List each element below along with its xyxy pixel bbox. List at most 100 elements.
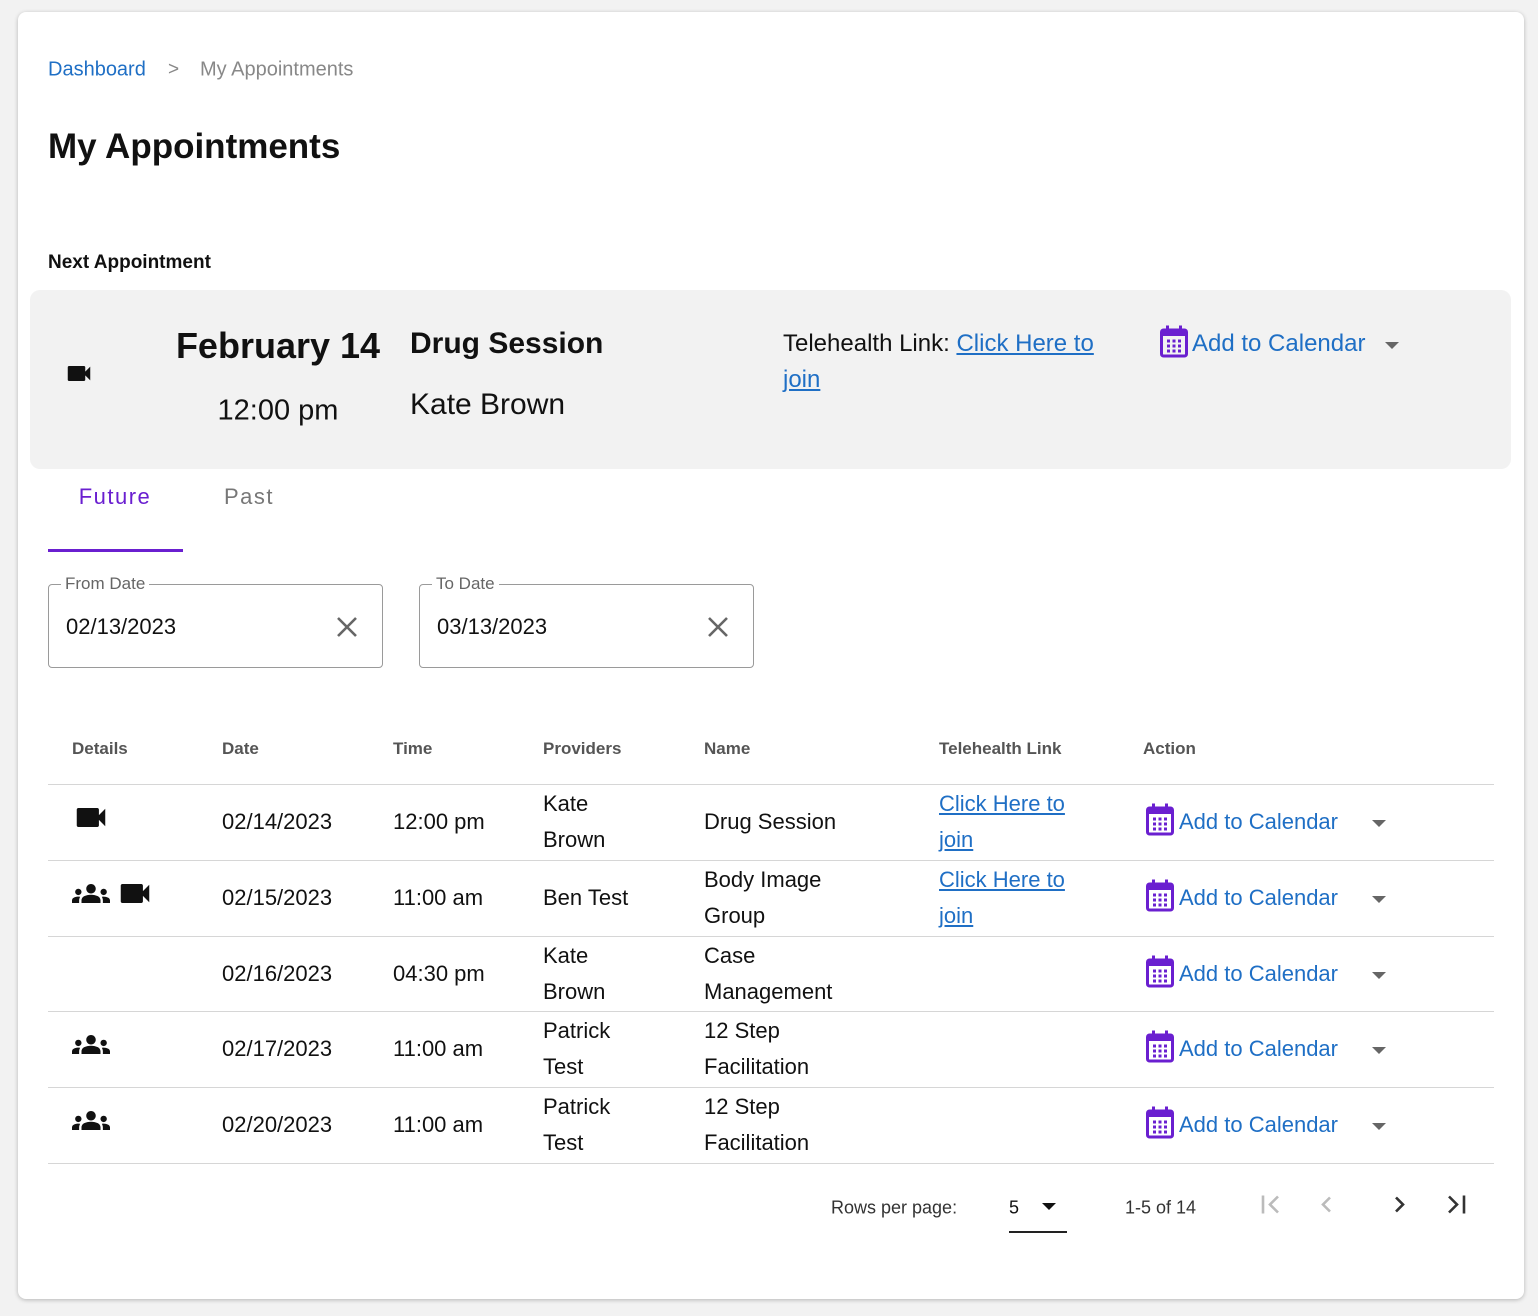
add-to-calendar[interactable]: Add to Calendar bbox=[1179, 1036, 1338, 1062]
calendar-icon bbox=[1146, 1030, 1174, 1068]
add-to-calendar[interactable]: Add to Calendar bbox=[1192, 330, 1366, 357]
icon-shape bbox=[1372, 1047, 1386, 1055]
icon-shape bbox=[1165, 1030, 1168, 1037]
icon-shape bbox=[1321, 1196, 1331, 1213]
last-page[interactable] bbox=[1442, 1193, 1468, 1222]
icon-shape bbox=[1164, 1049, 1167, 1053]
add-to-calendar[interactable]: Add to Calendar bbox=[1179, 960, 1338, 986]
tab[interactable]: Past bbox=[223, 484, 275, 509]
icon-shape bbox=[72, 1111, 110, 1131]
calendar-icon bbox=[1146, 955, 1174, 992]
icon-shape bbox=[72, 1035, 110, 1055]
icon-shape bbox=[1147, 1035, 1173, 1042]
cell-date: 02/16/2023 bbox=[222, 960, 333, 986]
icon-shape bbox=[1164, 1130, 1167, 1134]
icon-shape bbox=[1167, 344, 1170, 348]
video-icon bbox=[64, 359, 94, 394]
icon-shape bbox=[1153, 898, 1156, 902]
icon-shape bbox=[1261, 1195, 1279, 1214]
calendar-icon bbox=[1146, 803, 1174, 840]
cell-time: 04:30 pm bbox=[393, 960, 485, 986]
icon-shape bbox=[1167, 349, 1170, 353]
icon-shape bbox=[1158, 822, 1162, 826]
icon-shape bbox=[67, 366, 91, 381]
icon-shape bbox=[1160, 325, 1188, 358]
icon-shape bbox=[1164, 979, 1167, 982]
next-page[interactable] bbox=[1388, 1193, 1412, 1222]
group-icon bbox=[72, 1102, 110, 1145]
icon-shape bbox=[1153, 1044, 1156, 1048]
icon-shape bbox=[1164, 1125, 1167, 1129]
cell-date: 02/17/2023 bbox=[222, 1036, 333, 1062]
cell-time: 12:00 pm bbox=[393, 808, 485, 834]
add-to-calendar[interactable]: Add to Calendar bbox=[1179, 1112, 1338, 1138]
icon-shape bbox=[1164, 827, 1167, 831]
icon-shape bbox=[1164, 893, 1167, 897]
icon-shape bbox=[1158, 903, 1162, 907]
cell-name: Body Image Group bbox=[704, 866, 822, 928]
icon-shape bbox=[1158, 898, 1162, 902]
date-filter[interactable]: To Date 03/13/2023 bbox=[419, 574, 754, 668]
add-to-calendar[interactable]: Add to Calendar bbox=[1179, 884, 1338, 910]
dropdown-caret[interactable] bbox=[1371, 815, 1387, 833]
icon-shape bbox=[1152, 955, 1155, 961]
icon-shape bbox=[1042, 1203, 1056, 1210]
icon-shape bbox=[1164, 1054, 1167, 1058]
column-header: Name bbox=[704, 739, 751, 758]
icon-shape bbox=[1153, 903, 1156, 907]
filter-value[interactable]: 03/13/2023 bbox=[437, 614, 548, 639]
next-name: Drug Session bbox=[410, 327, 604, 360]
clear-icon[interactable] bbox=[706, 615, 730, 644]
icon-shape bbox=[1261, 1195, 1279, 1214]
icon-shape bbox=[1164, 817, 1167, 821]
filter-value[interactable]: 02/13/2023 bbox=[66, 614, 177, 639]
telehealth-link[interactable]: Click Here to join bbox=[939, 790, 1065, 852]
tab-active[interactable]: Future bbox=[78, 484, 152, 509]
icon-shape bbox=[1448, 1195, 1466, 1214]
group-icon bbox=[72, 874, 110, 917]
dropdown-caret[interactable] bbox=[1371, 1042, 1387, 1060]
prev-page[interactable] bbox=[1314, 1193, 1338, 1222]
icon-shape bbox=[1165, 803, 1168, 810]
icon-shape bbox=[1372, 819, 1386, 827]
telehealth-link[interactable]: Click Here to join bbox=[783, 330, 1094, 393]
first-page[interactable] bbox=[1259, 1193, 1285, 1222]
breadcrumb-link[interactable]: Dashboard bbox=[48, 58, 146, 81]
cell-provider: Patrick Test bbox=[543, 1018, 611, 1080]
next-date: February 14 bbox=[175, 325, 381, 366]
next-time: 12:00 pm bbox=[217, 394, 339, 427]
icon-shape bbox=[76, 807, 106, 827]
icon-shape bbox=[1178, 344, 1181, 348]
dropdown-caret[interactable] bbox=[1371, 891, 1387, 909]
next-provider: Kate Brown bbox=[410, 388, 566, 421]
cell-provider: Patrick Test bbox=[543, 1094, 611, 1156]
dropdown-caret[interactable] bbox=[1371, 967, 1387, 985]
column-header: Providers bbox=[543, 739, 622, 758]
icon-shape bbox=[1372, 1047, 1386, 1055]
icon-shape bbox=[67, 366, 91, 381]
icon-shape bbox=[72, 1035, 110, 1055]
add-to-calendar[interactable]: Add to Calendar bbox=[1179, 808, 1338, 834]
icon-shape bbox=[1153, 1130, 1156, 1134]
icon-shape bbox=[1178, 349, 1181, 353]
date-filter[interactable]: From Date 02/13/2023 bbox=[48, 574, 383, 668]
column-header: Telehealth Link bbox=[939, 739, 1062, 758]
rows-per-page-value[interactable]: 5 bbox=[1009, 1197, 1020, 1218]
clear-icon[interactable] bbox=[335, 615, 359, 644]
dropdown-caret[interactable] bbox=[1384, 337, 1400, 355]
icon-shape bbox=[1165, 1106, 1168, 1113]
column-header: Time bbox=[393, 739, 433, 758]
dropdown-caret[interactable] bbox=[1371, 1118, 1387, 1136]
icon-shape bbox=[1165, 955, 1168, 961]
telehealth-link[interactable]: Click Here to join bbox=[939, 866, 1065, 928]
icon-shape bbox=[708, 617, 728, 637]
rows-per-page-caret[interactable] bbox=[1041, 1198, 1057, 1216]
icon-shape bbox=[1158, 1125, 1162, 1129]
column-header: Date bbox=[222, 739, 259, 758]
icon-shape bbox=[1152, 879, 1155, 886]
rows-per-page-label: Rows per page: bbox=[831, 1197, 958, 1218]
row-divider bbox=[48, 935, 1494, 937]
telehealth-label: Telehealth Link: bbox=[783, 330, 950, 357]
breadcrumb-current: My Appointments bbox=[200, 58, 354, 81]
icon-shape bbox=[72, 883, 110, 903]
